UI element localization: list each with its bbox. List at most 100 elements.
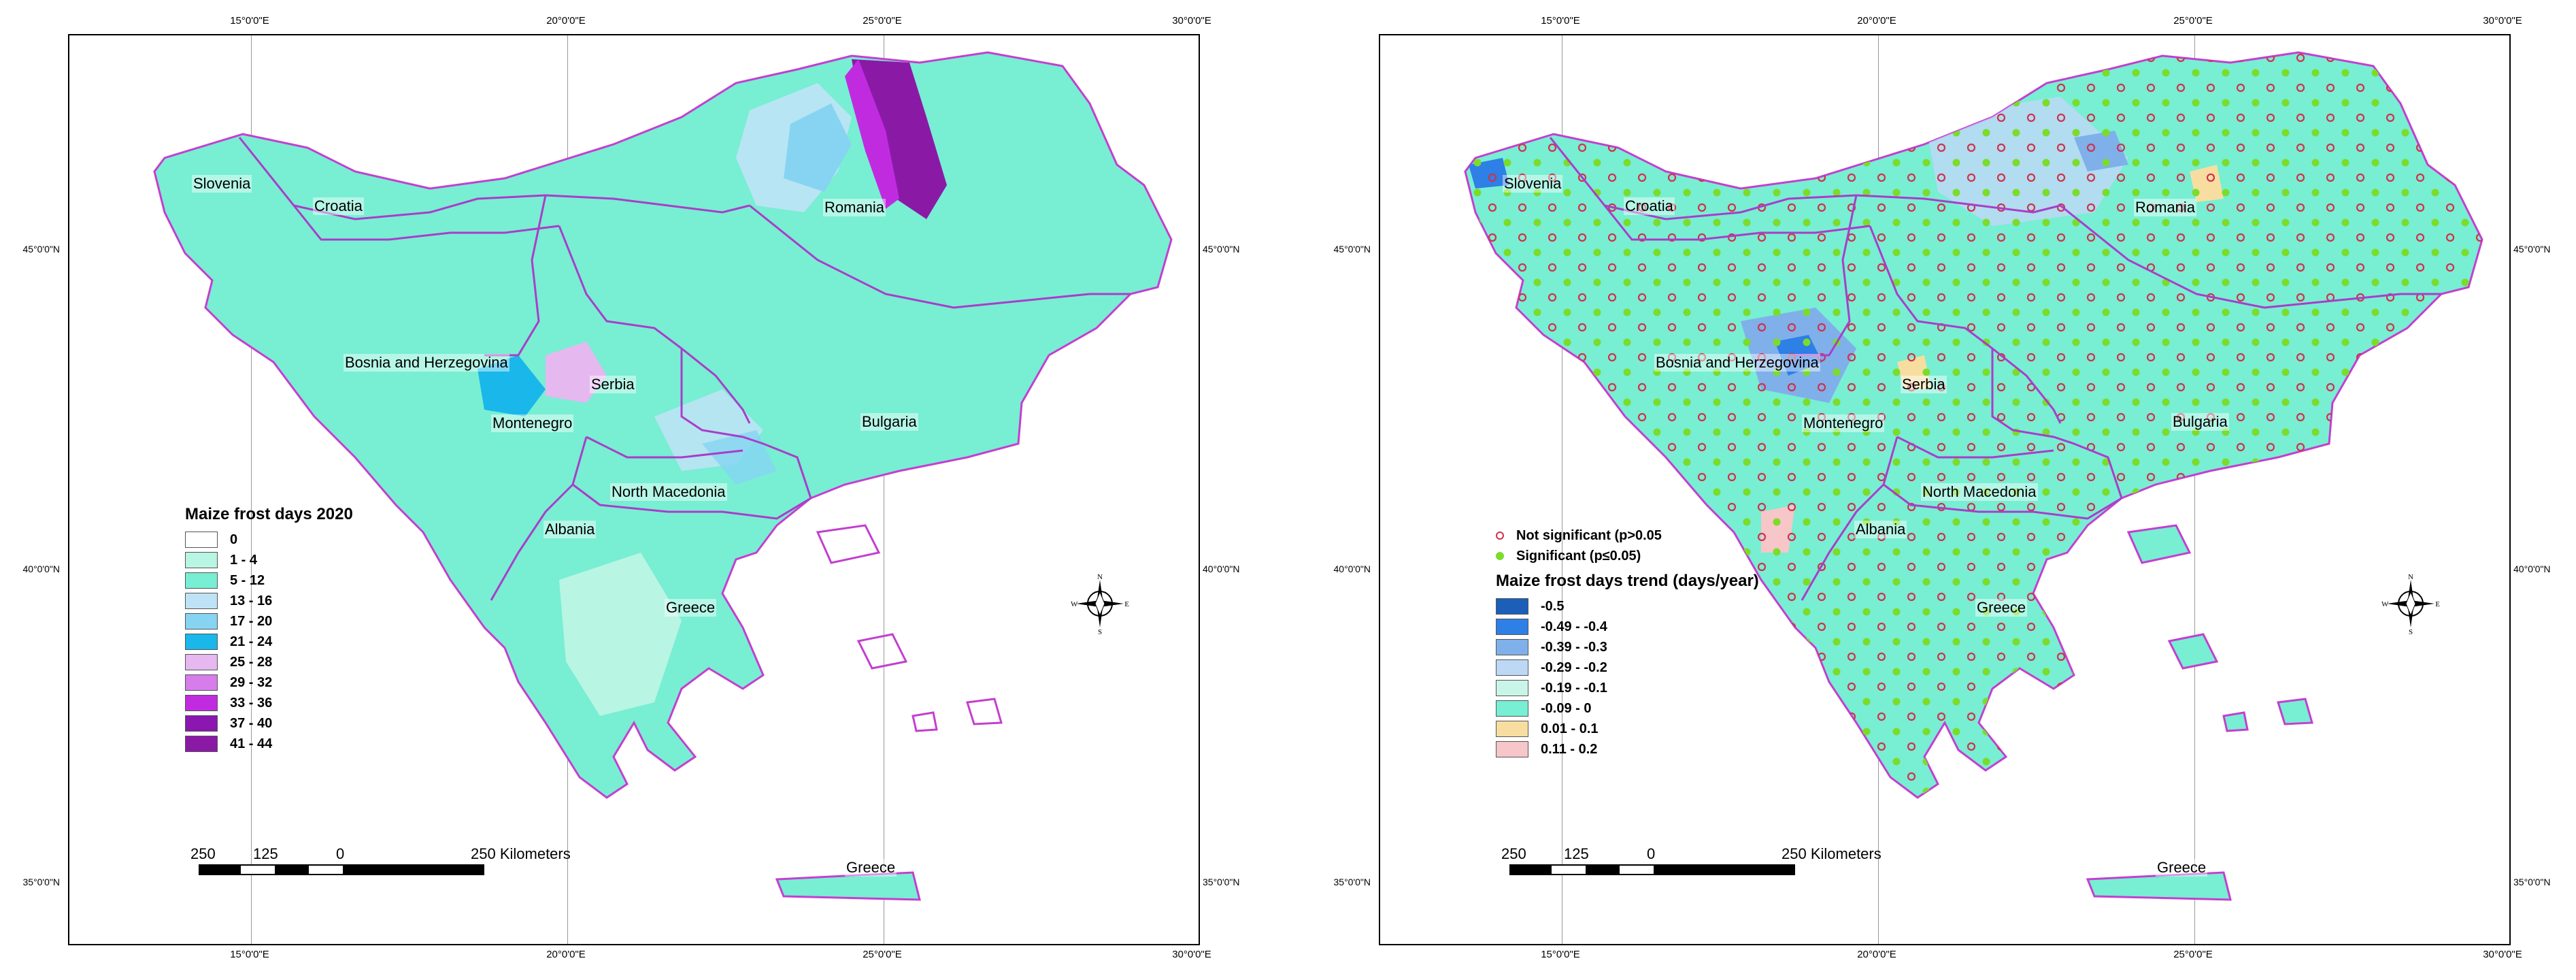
not-significant-marker-icon	[1496, 532, 1504, 540]
legend-items: -0.5 -0.49 - -0.4 -0.39 - -0.3 -0.29 - -0.2…	[1496, 596, 1759, 760]
graticule-right-label: 45°0'0"N	[2513, 244, 2551, 255]
legend-label: -0.19 - -0.1	[1541, 680, 1607, 696]
country-label: Serbia	[1901, 376, 1947, 393]
country-label: North Macedonia	[610, 483, 727, 501]
map-frame: Slovenia Croatia Romania Bosnia and Herz…	[68, 34, 1200, 945]
compass-icon: N S E W	[2381, 573, 2440, 636]
shading-purple-mid	[845, 59, 899, 209]
country-label: Montenegro	[1802, 414, 1885, 432]
graticule-top-label: 25°0'0"E	[863, 15, 902, 27]
graticule-top-label: 20°0'0"E	[546, 15, 586, 27]
legend-swatch	[185, 552, 218, 568]
compass-e: E	[1124, 600, 1129, 608]
border-line	[1795, 195, 1858, 357]
shading-purple-high	[852, 59, 947, 219]
legend-items: 0 1 - 4 5 - 12 13 - 16 17 - 20 21 - 24 25 - 28…	[185, 529, 353, 754]
legend-label: 13 - 16	[230, 593, 273, 608]
country-label: Albania	[1854, 521, 1907, 538]
legend-swatch	[1496, 598, 1528, 615]
legend-swatch	[1496, 659, 1528, 676]
scale-bar: 250 125 0 250 Kilometers	[190, 845, 580, 875]
legend-swatch	[185, 572, 218, 589]
legend-label: 17 - 20	[230, 613, 273, 629]
shading-montenegro-cold	[478, 355, 546, 416]
graticule-left-label: 45°0'0"N	[22, 244, 61, 255]
legend-swatch	[1496, 700, 1528, 717]
legend-row: -0.19 - -0.1	[1496, 678, 1759, 698]
country-label: Greece	[665, 599, 717, 617]
border-line	[1991, 348, 2123, 499]
compass-s: S	[2409, 628, 2413, 634]
legend-row: 25 - 28	[185, 652, 353, 672]
legend-label: 5 - 12	[230, 572, 265, 588]
country-label: Bosnia and Herzegovina	[1654, 354, 1820, 372]
compass-icon: N S E W	[1071, 573, 1129, 636]
island	[2222, 711, 2249, 732]
graticule-top-label: 30°0'0"E	[2483, 15, 2522, 27]
legend-swatch	[185, 674, 218, 691]
legend-swatch	[185, 695, 218, 711]
graticule-top-label: 15°0'0"E	[230, 15, 269, 27]
shading-greece-light	[559, 553, 682, 716]
legend-swatch	[185, 715, 218, 732]
border-line	[1896, 436, 2054, 459]
legend-label: 29 - 32	[230, 674, 273, 690]
country-label: North Macedonia	[1921, 483, 2038, 501]
scale-label: 250 Kilometers	[1782, 845, 1881, 862]
significance-row-significant: Significant (p≤0.05)	[1496, 546, 1759, 566]
legend-swatch	[185, 634, 218, 650]
border-line	[238, 137, 750, 220]
compass-s: S	[1098, 628, 1102, 634]
legend-label: 0.11 - 0.2	[1541, 741, 1598, 757]
border-line	[1603, 205, 1871, 241]
graticule-right-label: 35°0'0"N	[2513, 877, 2551, 887]
compass-n: N	[1097, 573, 1103, 581]
island	[2277, 698, 2313, 725]
legend-label: 25 - 28	[230, 654, 273, 670]
legend-title: Maize frost days trend (days/year)	[1496, 572, 1759, 590]
legend-swatch	[1496, 619, 1528, 635]
legend-label: 33 - 36	[230, 695, 273, 710]
legend-row: 0.11 - 0.2	[1496, 739, 1759, 760]
graticule-bottom-label: 25°0'0"E	[2173, 949, 2213, 960]
border-line	[1869, 225, 2062, 424]
island	[966, 698, 1003, 725]
legend-row: -0.09 - 0	[1496, 698, 1759, 719]
map-panel-frost-days-2020: 15°0'0"E 20°0'0"E 25°0'0"E 30°0'0"E 15°0…	[0, 0, 1265, 980]
legend-swatch	[185, 654, 218, 670]
legend-label: -0.5	[1541, 598, 1565, 614]
legend-row: -0.49 - -0.4	[1496, 617, 1759, 637]
country-label: Albania	[543, 521, 597, 538]
island	[2167, 633, 2219, 670]
legend: Maize frost days 2020 0 1 - 4 5 - 12 13 - 1…	[185, 505, 353, 754]
legend-label: 21 - 24	[230, 634, 273, 649]
legend-swatch	[1496, 680, 1528, 696]
legend-swatch	[1496, 721, 1528, 737]
significance-label: Not significant (p>0.05	[1516, 527, 1662, 543]
graticule-left-label: 40°0'0"N	[1333, 564, 1371, 574]
graticule-left-label: 45°0'0"N	[1333, 244, 1371, 255]
scale-track	[1509, 864, 1795, 875]
graticule-bottom-label: 20°0'0"E	[1857, 949, 1896, 960]
border-line	[680, 348, 812, 499]
legend-label: 41 - 44	[230, 736, 273, 751]
legend-row: 41 - 44	[185, 734, 353, 754]
country-label: Bulgaria	[2171, 413, 2229, 431]
border-line	[2060, 204, 2441, 309]
graticule-bottom-label: 15°0'0"E	[1541, 949, 1580, 960]
island	[775, 871, 921, 901]
scale-bar: 250 125 0 250 Kilometers	[1501, 845, 1890, 875]
graticule-left-label: 35°0'0"N	[1333, 877, 1371, 887]
shading-south-bulgaria	[702, 430, 777, 485]
border-line	[749, 204, 1131, 309]
legend-row: 13 - 16	[185, 591, 353, 611]
significant-marker-icon	[1496, 552, 1504, 560]
shading-blue	[784, 103, 852, 192]
graticule-right-label: 45°0'0"N	[1203, 244, 1240, 255]
border-line	[1549, 137, 2061, 220]
graticule-line	[251, 35, 252, 944]
shading-montenegro-purple	[546, 342, 607, 403]
compass-w: W	[1071, 600, 1078, 608]
country-label: Greece	[1975, 599, 2028, 617]
legend-row: -0.5	[1496, 596, 1759, 617]
